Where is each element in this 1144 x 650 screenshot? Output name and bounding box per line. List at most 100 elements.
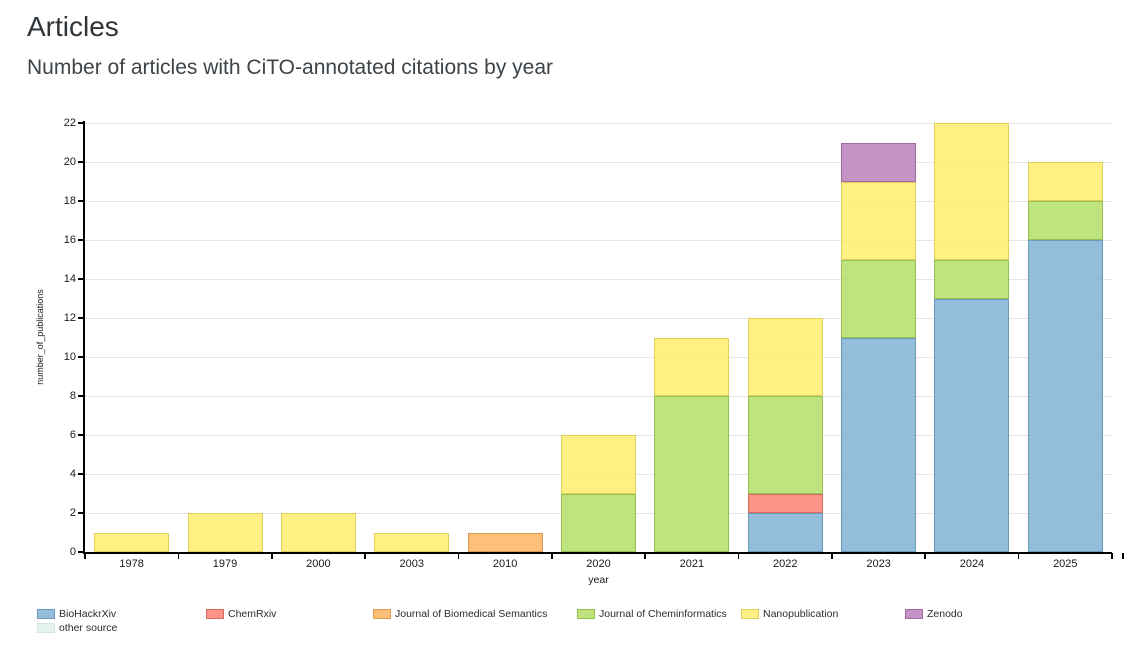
legend-label: Journal of Biomedical Semantics xyxy=(395,608,548,620)
gridline xyxy=(85,357,1112,358)
y-axis-tick xyxy=(78,551,85,553)
y-tick-label: 4 xyxy=(69,468,76,480)
y-tick-label: 6 xyxy=(69,429,76,441)
x-axis-tick xyxy=(831,553,833,559)
bar-segment[interactable] xyxy=(747,396,823,494)
bar-segment[interactable] xyxy=(280,513,356,552)
x-tick-label: 2023 xyxy=(866,558,891,570)
bar-segment[interactable] xyxy=(94,532,170,552)
bar-segment[interactable] xyxy=(561,493,636,552)
legend-swatch xyxy=(373,609,391,619)
legend-label: Nanopublication xyxy=(763,608,839,620)
bar-segment[interactable] xyxy=(654,337,730,396)
y-axis-tick xyxy=(78,356,85,358)
x-tick-label: 2000 xyxy=(306,558,331,570)
page-title: Articles xyxy=(27,11,119,42)
y-axis-tick xyxy=(78,473,85,475)
y-axis-tick xyxy=(78,317,85,319)
y-axis-tick xyxy=(78,395,85,397)
legend-label: Journal of Cheminformatics xyxy=(599,608,727,620)
y-tick-label: 22 xyxy=(63,117,76,129)
bar-segment[interactable] xyxy=(841,259,917,338)
gridline xyxy=(85,318,1112,319)
legend-item[interactable]: Journal of Cheminformatics xyxy=(577,608,727,620)
x-axis-tick xyxy=(457,553,460,559)
y-tick-label: 10 xyxy=(63,351,76,363)
y-tick-label: 8 xyxy=(69,390,76,402)
x-tick-label: 2024 xyxy=(959,558,985,570)
y-axis-tick xyxy=(78,200,85,202)
y-axis-line xyxy=(83,121,85,554)
x-axis-line xyxy=(83,552,1112,554)
bar-segment[interactable] xyxy=(747,493,823,513)
y-axis-tick xyxy=(78,278,85,280)
y-tick-label: 2 xyxy=(69,507,76,519)
y-axis-tick xyxy=(78,512,85,514)
y-axis-title: number_of_publications xyxy=(35,289,45,385)
y-tick-label: 14 xyxy=(63,273,76,285)
chart-subtitle: Number of articles with CiTO-annotated c… xyxy=(27,56,554,79)
x-axis-tick xyxy=(1111,553,1113,559)
x-axis-tick xyxy=(84,553,86,559)
bar-segment[interactable] xyxy=(187,513,263,552)
bar-segment[interactable] xyxy=(747,318,823,396)
gridline xyxy=(85,201,1112,202)
bar-segment[interactable] xyxy=(467,532,543,552)
bar-segment[interactable] xyxy=(747,513,823,552)
y-axis-tick xyxy=(78,122,85,124)
legend-label: BioHackrXiv xyxy=(59,608,117,620)
bar-segment[interactable] xyxy=(1027,240,1103,552)
y-tick-label: 18 xyxy=(63,195,76,207)
gridline xyxy=(85,396,1112,397)
y-axis-tick xyxy=(78,161,85,163)
x-tick-label: 2021 xyxy=(679,558,705,570)
x-tick-label: 1978 xyxy=(119,558,144,570)
bar-segment[interactable] xyxy=(841,142,917,182)
bar-segment[interactable] xyxy=(934,259,1010,299)
x-tick-label: 2003 xyxy=(399,558,424,570)
bar-segment[interactable] xyxy=(1027,201,1103,240)
bar-segment[interactable] xyxy=(1027,162,1103,201)
y-axis-tick xyxy=(78,434,85,436)
y-tick-label: 0 xyxy=(69,546,76,558)
bar-segment[interactable] xyxy=(934,123,1010,260)
legend-item[interactable]: Zenodo xyxy=(905,608,963,620)
y-tick-label: 16 xyxy=(63,234,76,246)
x-tick-label: 2010 xyxy=(492,558,518,570)
bar-segment[interactable] xyxy=(654,396,730,552)
y-tick-label: 12 xyxy=(63,312,76,324)
bar-segment[interactable] xyxy=(841,337,917,552)
gridline xyxy=(85,240,1112,241)
x-axis-tick xyxy=(644,553,646,559)
y-tick-label: 20 xyxy=(63,156,76,168)
legend-swatch xyxy=(206,609,224,619)
x-axis-tick xyxy=(737,553,740,559)
legend-label: other source xyxy=(59,621,118,634)
bar-segment[interactable] xyxy=(561,435,636,494)
x-axis-tick xyxy=(364,553,366,559)
x-axis-tick xyxy=(177,553,180,559)
legend-item[interactable]: Nanopublication xyxy=(741,608,838,620)
x-axis-tick xyxy=(551,553,553,559)
x-axis-title: year xyxy=(588,574,609,586)
bar-segment[interactable] xyxy=(934,298,1010,552)
gridline xyxy=(85,162,1112,163)
legend-label: ChemRxiv xyxy=(228,608,277,620)
y-axis-tick xyxy=(78,239,85,241)
bar-segment[interactable] xyxy=(374,532,450,552)
x-axis-tick xyxy=(1017,553,1020,559)
x-axis-end-tick xyxy=(1122,553,1124,559)
legend-swatch xyxy=(37,622,55,633)
legend-item[interactable]: BioHackrXiv xyxy=(37,608,116,620)
legend-item[interactable]: ChemRxiv xyxy=(206,608,276,620)
x-axis-tick xyxy=(270,553,273,559)
legend-item[interactable]: Journal of Biomedical Semantics xyxy=(373,608,547,620)
gridline xyxy=(85,123,1112,124)
legend-swatch xyxy=(741,609,759,619)
legend-swatch xyxy=(37,609,55,619)
legend-label: Zenodo xyxy=(927,608,963,620)
x-tick-label: 1979 xyxy=(212,558,238,570)
legend-item[interactable]: other source xyxy=(37,622,117,634)
bar-segment[interactable] xyxy=(841,181,917,260)
